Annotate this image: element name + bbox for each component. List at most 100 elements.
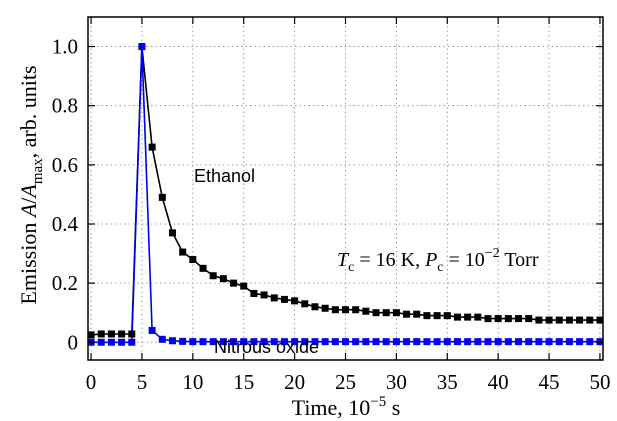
nitrous-oxide-point	[352, 338, 360, 346]
x-tick-label: 35	[437, 370, 458, 394]
x-tick-label: 25	[335, 370, 356, 394]
ethanol-point	[413, 310, 421, 318]
ethanol-point	[362, 307, 370, 315]
ethanol-point	[209, 272, 217, 280]
ethanol-point	[250, 289, 258, 297]
ethanol-point	[545, 316, 553, 324]
ethanol-point	[199, 264, 207, 272]
y-tick-label: 0.6	[52, 153, 78, 177]
nitrous-oxide-point	[301, 338, 309, 346]
nitrous-oxide-point	[362, 338, 370, 346]
ethanol-point	[525, 315, 533, 323]
y-tick-label: 0	[68, 330, 79, 354]
ethanol-point	[484, 315, 492, 323]
nitrous-oxide-point	[219, 338, 227, 346]
ethanol-point	[321, 304, 329, 312]
ethanol-point	[576, 316, 584, 324]
ethanol-point	[260, 291, 268, 299]
x-axis-title: Time, 10−5 s	[292, 394, 401, 420]
nitrous-oxide-point	[250, 338, 258, 346]
ethanol-point	[392, 309, 400, 317]
ethanol-point	[230, 279, 238, 287]
nitrous-oxide-point	[209, 338, 217, 346]
nitrous-oxide-point	[484, 338, 492, 346]
y-tick-label: 0.2	[52, 271, 78, 295]
ethanol-point	[423, 312, 431, 320]
nitrous-oxide-point	[148, 326, 156, 334]
x-tick-label: 45	[539, 370, 560, 394]
ethanol-point	[219, 275, 227, 283]
series-markers	[87, 43, 604, 346]
conditions-annotation: Tc = 16 K, Pc = 10−2 Torr	[337, 246, 539, 275]
nitrous-oxide-point	[382, 338, 390, 346]
ethanol-point	[586, 316, 594, 324]
y-axis-title-sub: max	[30, 158, 46, 184]
nitrous-oxide-point	[107, 338, 115, 346]
y-tick-label: 0.8	[52, 94, 78, 118]
ethanol-point	[565, 316, 573, 324]
nitrous-oxide-point	[97, 338, 105, 346]
nitrous-oxide-point	[138, 43, 146, 51]
ethanol-point	[240, 282, 248, 290]
x-tick-label: 0	[86, 370, 97, 394]
nitrous-oxide-point	[423, 338, 431, 346]
y-tick-labels: 0 0.2 0.4 0.6 0.8 1.0	[52, 35, 79, 355]
y-tick-label: 1.0	[52, 35, 78, 59]
axis-ticks	[88, 17, 603, 360]
ethanol-point	[382, 309, 390, 317]
x-axis-title-sup: −5	[370, 394, 386, 410]
ethanol-point	[474, 313, 482, 321]
ethanol-point	[280, 295, 288, 303]
nitrous-oxide-point	[128, 338, 136, 346]
cond-t-rest: = 16 K,	[354, 249, 425, 271]
ethanol-point	[515, 315, 523, 323]
nitrous-oxide-point	[413, 338, 421, 346]
nitrous-oxide-point	[270, 338, 278, 346]
y-axis-title-a: A	[16, 203, 41, 219]
x-tick-label: 30	[386, 370, 407, 394]
nitrous-oxide-point	[230, 338, 238, 346]
nitrous-oxide-point	[464, 338, 472, 346]
y-axis-title-slash: /	[16, 197, 41, 204]
nitrous-oxide-point	[515, 338, 523, 346]
nitrous-oxide-point	[535, 338, 543, 346]
ethanol-point	[494, 315, 502, 323]
cond-p-rest: = 10	[444, 249, 485, 271]
y-axis-title-a2: A	[16, 184, 41, 200]
nitrous-oxide-point	[565, 338, 573, 346]
ethanol-point	[453, 313, 461, 321]
ethanol-point	[342, 306, 349, 314]
cond-t: T	[337, 249, 350, 271]
ethanol-point	[168, 229, 176, 237]
nitrous-oxide-point	[291, 338, 299, 346]
ethanol-point	[352, 306, 360, 314]
ethanol-label: Ethanol	[194, 166, 255, 186]
x-tick-label: 40	[488, 370, 509, 394]
cond-p: P	[424, 249, 437, 271]
nitrous-oxide-label: Nitrous oxide	[214, 337, 319, 357]
cond-t-sub: c	[348, 260, 354, 275]
nitrous-oxide-point	[240, 338, 248, 346]
nitrous-oxide-point	[280, 338, 288, 346]
x-axis-title-main: Time, 10	[292, 395, 371, 420]
x-tick-labels: 0 5 10 15 20 25 30 35 40 45 50	[86, 370, 611, 394]
x-tick-label: 15	[233, 370, 254, 394]
cond-p-sup: −2	[485, 246, 500, 261]
nitrous-oxide-point	[433, 338, 441, 346]
y-tick-label: 0.4	[52, 212, 79, 236]
ethanol-point	[555, 316, 563, 324]
ethanol-point	[433, 312, 441, 320]
nitrous-oxide-point	[474, 338, 482, 346]
nitrous-oxide-point	[525, 338, 533, 346]
x-tick-label: 20	[284, 370, 305, 394]
ethanol-point	[443, 312, 451, 320]
nitrous-oxide-point	[372, 338, 380, 346]
nitrous-oxide-point	[342, 338, 349, 346]
nitrous-oxide-point	[576, 338, 584, 346]
x-tick-label: 5	[137, 370, 148, 394]
nitrous-oxide-point	[504, 338, 512, 346]
x-tick-label: 50	[589, 370, 610, 394]
grid	[88, 17, 603, 360]
ethanol-point	[148, 143, 156, 151]
